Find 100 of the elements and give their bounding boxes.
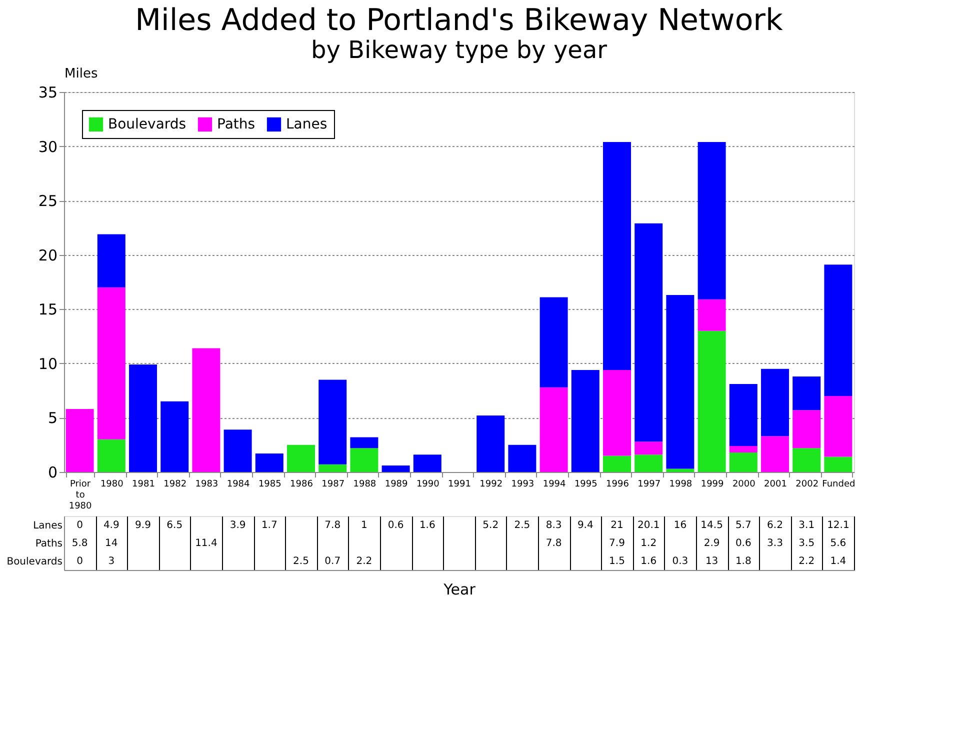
text: Paths xyxy=(35,538,62,550)
bar xyxy=(224,430,252,472)
data-label: 9.9 xyxy=(135,520,151,531)
bar xyxy=(66,409,94,472)
data-label: 1.6 xyxy=(640,556,657,567)
data-label: 9.4 xyxy=(577,520,594,531)
data-label: 3.1 xyxy=(798,520,815,531)
bar xyxy=(824,264,852,396)
y-tick-label: 20 xyxy=(38,246,58,264)
bar xyxy=(634,223,663,442)
bar xyxy=(350,448,378,472)
bar xyxy=(318,380,347,464)
legend-label: Paths xyxy=(217,116,256,132)
data-label: 7.8 xyxy=(324,520,341,531)
bar xyxy=(634,454,663,472)
x-tick-label: 1985 xyxy=(258,480,282,490)
legend-label: Lanes xyxy=(286,116,328,132)
data-label: 1 xyxy=(361,520,368,531)
bar xyxy=(761,368,789,436)
bar xyxy=(318,464,347,472)
bar xyxy=(666,295,694,469)
bar xyxy=(634,442,663,455)
data-label: 3.9 xyxy=(230,520,246,531)
data-label: 2.5 xyxy=(514,520,530,531)
bar xyxy=(603,370,631,456)
bar xyxy=(603,456,631,472)
bar xyxy=(729,452,758,472)
data-label: 13 xyxy=(705,556,718,567)
data-label: 4.9 xyxy=(103,520,120,531)
bar xyxy=(666,468,694,472)
x-tick-label: 1995 xyxy=(574,480,598,490)
data-label: 21 xyxy=(610,520,624,531)
data-label: 7.9 xyxy=(609,538,625,549)
y-tick-label: 10 xyxy=(38,354,58,373)
x-tick-label: 1992 xyxy=(480,480,503,490)
bar xyxy=(382,465,410,472)
data-label: 5.2 xyxy=(482,520,499,531)
data-label: 1.6 xyxy=(419,520,436,531)
bar xyxy=(729,384,758,446)
x-tick-label: 1989 xyxy=(384,480,408,490)
x-tick-label: 1981 xyxy=(132,480,155,490)
data-label: 1.7 xyxy=(261,520,278,531)
x-tick-label: 1997 xyxy=(638,480,661,490)
x-tick-label: 1988 xyxy=(353,480,376,490)
bar xyxy=(824,456,852,472)
data-label: 0.7 xyxy=(324,556,341,567)
x-tick-label: 1991 xyxy=(448,480,471,490)
text: Boulevards xyxy=(6,556,62,568)
x-tick-label: 1998 xyxy=(669,480,692,490)
x-tick-label: Funded xyxy=(822,480,856,490)
text: Lanes xyxy=(33,520,62,532)
x-tick-label: 1986 xyxy=(290,480,314,490)
bar xyxy=(540,297,568,388)
bar xyxy=(603,142,631,370)
bar xyxy=(413,454,442,472)
bar xyxy=(824,396,852,457)
x-tick-label: 1996 xyxy=(606,480,630,490)
x-tick-label: 1993 xyxy=(511,480,534,490)
x-tick-label: 1980 xyxy=(100,480,124,490)
data-label: 3 xyxy=(108,556,115,567)
x-tick-label: 1983 xyxy=(195,480,218,490)
bar xyxy=(97,439,126,472)
data-label: 5.8 xyxy=(72,538,88,549)
legend-label: Boulevards xyxy=(108,116,186,132)
data-label: 0 xyxy=(76,520,83,531)
x-tick-label: 2000 xyxy=(732,480,756,490)
y-tick-label: 15 xyxy=(38,300,58,319)
data-label: 7.8 xyxy=(546,538,562,549)
bar xyxy=(698,299,726,331)
bar xyxy=(192,348,220,472)
x-tick-label: 1987 xyxy=(322,480,345,490)
chart-subtitle: by Bikeway type by year xyxy=(310,36,608,64)
data-label: 0.6 xyxy=(388,520,404,531)
bar xyxy=(571,370,600,472)
x-tick-label: 1990 xyxy=(416,480,440,490)
data-label: 12.1 xyxy=(827,520,850,531)
bar xyxy=(255,454,284,472)
data-label: 8.3 xyxy=(546,520,562,531)
x-tick-label: 1999 xyxy=(700,480,724,490)
data-label: 6.5 xyxy=(166,520,183,531)
data-label: 1.4 xyxy=(830,556,846,567)
data-label: 3.3 xyxy=(767,538,783,549)
bar xyxy=(287,444,315,472)
bar xyxy=(540,387,568,472)
data-label: 1.2 xyxy=(640,538,657,549)
x-tick-label: 1984 xyxy=(226,480,250,490)
bar xyxy=(792,410,821,448)
data-label: 14 xyxy=(105,538,118,549)
bar xyxy=(698,142,726,300)
data-label: 5.7 xyxy=(735,520,752,531)
bar xyxy=(792,376,821,410)
data-label: 14.5 xyxy=(700,520,723,531)
data-label: 11.4 xyxy=(195,538,218,549)
data-label: 6.2 xyxy=(767,520,783,531)
bar xyxy=(129,364,157,472)
data-label: 2.5 xyxy=(293,556,309,567)
bar xyxy=(508,444,536,472)
bar xyxy=(350,437,378,448)
x-tick-label: 2002 xyxy=(796,480,819,490)
y-tick-label: 35 xyxy=(38,84,58,102)
